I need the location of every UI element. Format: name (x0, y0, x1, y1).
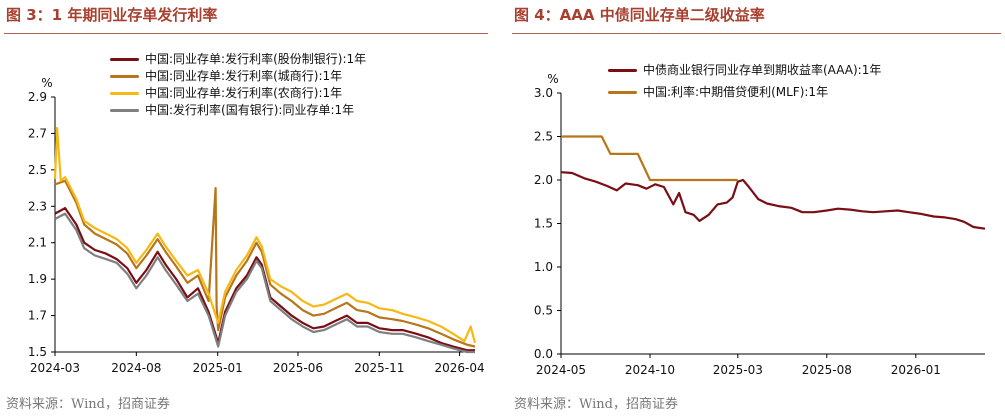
title-divider (512, 33, 1001, 34)
legend-item: 中国:发行利率(国有银行):同业存单:1年 (110, 102, 366, 119)
series-line-1 (560, 171, 986, 230)
y-tick-label: 2.9 (28, 90, 47, 104)
legend-item: 中债商业银行同业存单到期收益率(AAA):1年 (608, 59, 881, 81)
y-tick-label: 0.0 (534, 347, 553, 361)
y-axis-unit: % (547, 72, 558, 86)
x-tick-label: 2024-05 (536, 363, 586, 377)
series-line-2 (561, 135, 738, 182)
legend-label: 中国:利率:中期借贷便利(MLF):1年 (643, 85, 829, 99)
legend-swatch (608, 90, 637, 94)
legend-swatch (608, 68, 637, 72)
y-tick-label: 1.9 (28, 272, 47, 286)
y-tick-label: 1.5 (28, 345, 47, 359)
y-tick-label: 2.5 (534, 130, 553, 144)
y-tick-label: 0.5 (534, 304, 553, 318)
line-chart: % 0.0 0.5 1.0 1.5 2.0 2.5 3.0 2024-05 2024-10 2025… (534, 72, 986, 377)
series-line-3 (53, 126, 477, 344)
legend-label: 中国:同业存单:发行利率(股份制银行):1年 (145, 52, 367, 66)
legend-swatch (110, 109, 139, 112)
x-tick-label: 2025-11 (354, 361, 404, 375)
legend-item: 中国:同业存单:发行利率(城商行):1年 (110, 68, 366, 85)
x-tick-label: 2024-10 (625, 363, 675, 377)
y-tick-label: 2.7 (28, 126, 47, 140)
chart-title: 图 3：1 年期同业存单发行利率 (6, 6, 218, 24)
legend-swatch (110, 58, 139, 61)
legend-label: 中国:同业存单:发行利率(城商行):1年 (145, 69, 343, 83)
y-tick-label: 1.7 (28, 309, 47, 323)
chart-title: 图 4：AAA 中债同业存单二级收益率 (514, 6, 765, 24)
series-line-2 (54, 179, 476, 348)
chart-legend: 中债商业银行同业存单到期收益率(AAA):1年 中国:利率:中期借贷便利(MLF)… (608, 59, 881, 103)
x-tick-label: 2026-04 (435, 361, 485, 375)
title-divider (4, 33, 488, 34)
legend-item: 中国:同业存单:发行利率(农商行):1年 (110, 85, 366, 102)
x-tick-label: 2025-01 (193, 361, 243, 375)
series-line-1 (54, 207, 475, 352)
x-tick-label: 2024-03 (30, 361, 80, 375)
y-tick-label: 2.1 (28, 236, 47, 250)
source-note: 资料来源：Wind，招商证券 (514, 397, 678, 412)
y-tick-label: 3.0 (534, 86, 553, 100)
legend-label: 中债商业银行同业存单到期收益率(AAA):1年 (643, 63, 882, 77)
y-axis-unit: % (41, 76, 52, 90)
x-tick-label: 2025-03 (713, 363, 763, 377)
series-line-4 (54, 212, 475, 354)
chart-legend: 中国:同业存单:发行利率(股份制银行):1年 中国:同业存单:发行利率(城商行):… (110, 51, 366, 119)
y-tick-label: 1.5 (534, 217, 553, 231)
y-tick-label: 1.0 (534, 260, 553, 274)
x-tick-label: 2025-08 (802, 363, 852, 377)
source-note: 资料来源：Wind，招商证券 (6, 397, 170, 412)
y-tick-label: 2.3 (28, 199, 47, 213)
y-tick-label: 2.5 (28, 163, 47, 177)
line-chart: % 1.5 1.7 1.9 2.1 2.3 2.5 2.7 2.9 2024-03 2024-08 2… (28, 76, 485, 375)
x-tick-label: 2026-01 (891, 363, 941, 377)
legend-label: 中国:同业存单:发行利率(农商行):1年 (145, 86, 343, 100)
y-tick-label: 2.0 (534, 173, 553, 187)
legend-item: 中国:利率:中期借贷便利(MLF):1年 (608, 81, 881, 103)
x-tick-label: 2024-08 (111, 361, 161, 375)
legend-swatch (110, 75, 139, 78)
legend-item: 中国:同业存单:发行利率(股份制银行):1年 (110, 51, 366, 68)
x-tick-label: 2025-06 (273, 361, 323, 375)
chart-panel-right: 图 4：AAA 中债同业存单二级收益率 % 0.0 0.5 1.0 1.5 2.0 2.5 3… (508, 0, 1005, 419)
legend-label: 中国:发行利率(国有银行):同业存单:1年 (145, 103, 355, 117)
legend-swatch (110, 92, 139, 95)
chart-panel-left: 图 3：1 年期同业存单发行利率 % 1.5 1.7 1.9 2.1 2.3 2.5 2.7 2… (0, 0, 492, 419)
